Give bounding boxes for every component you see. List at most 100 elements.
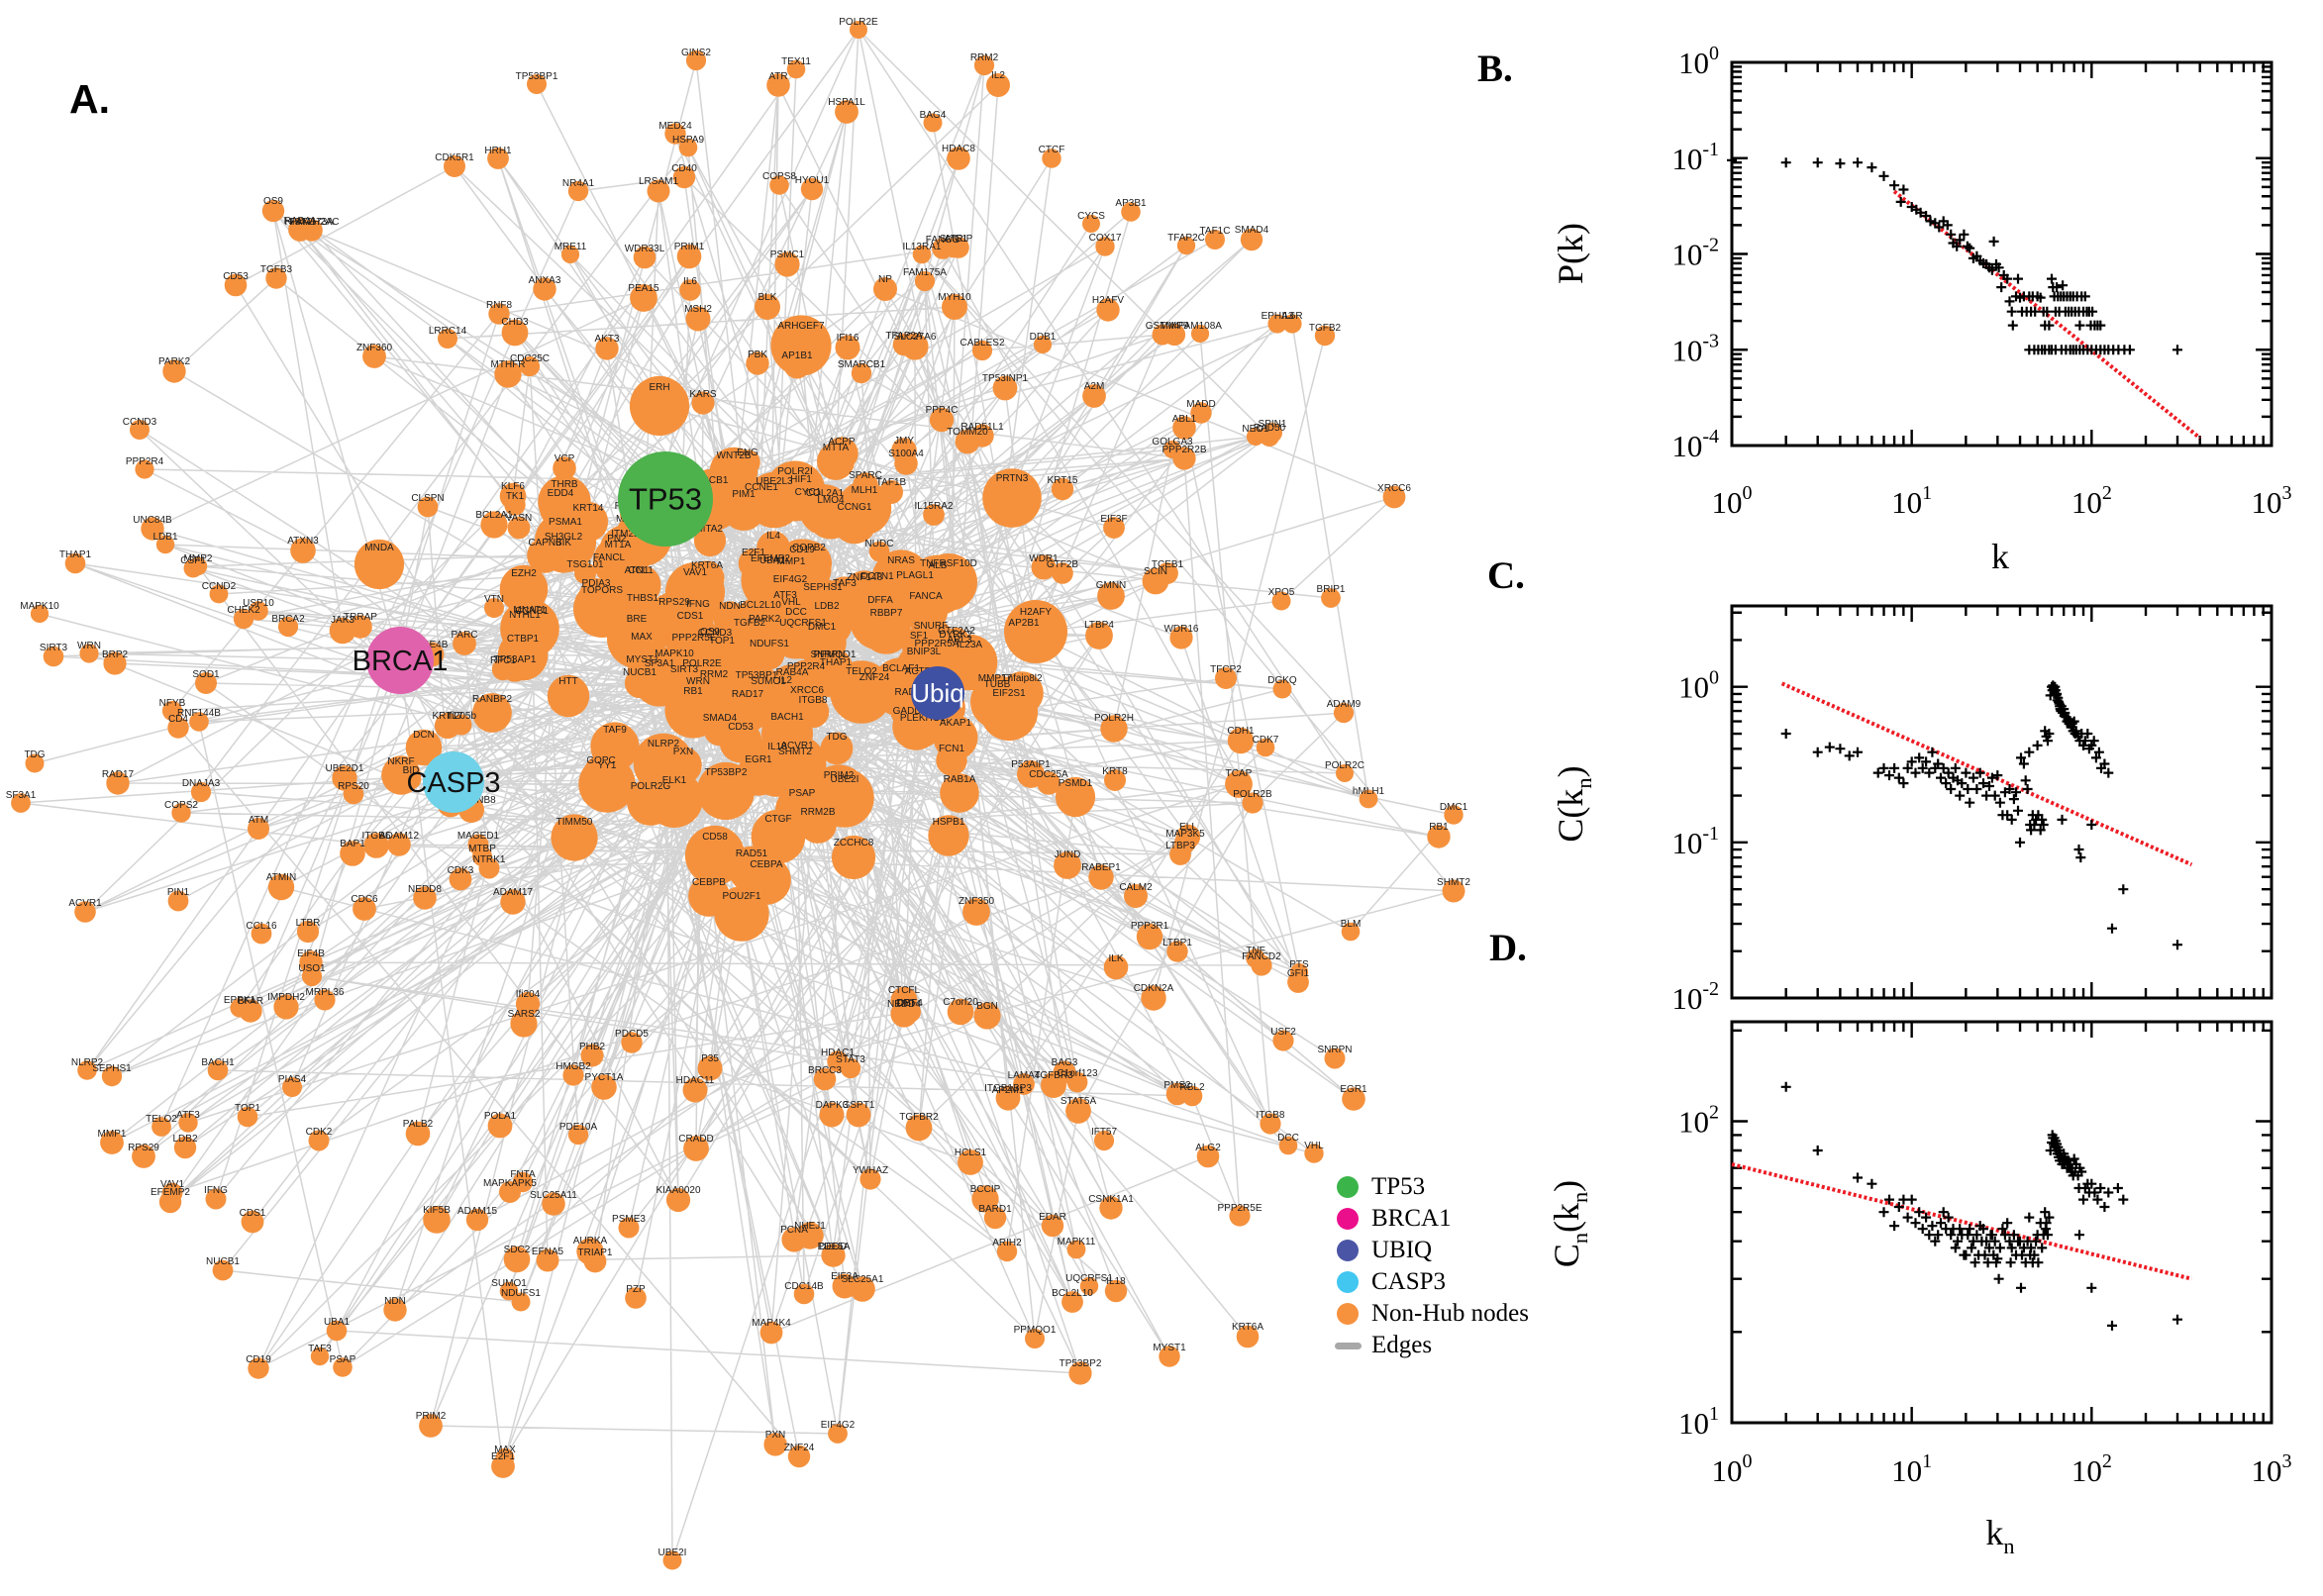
- node-label: EIF3F: [1100, 514, 1127, 525]
- panel-label-b: B.: [1477, 48, 1513, 90]
- hub-label-brca1: BRCA1: [353, 646, 449, 677]
- node-label: MAPKAPK5: [483, 1178, 537, 1189]
- network-node: [553, 456, 576, 480]
- hub-node-brca1: [366, 627, 434, 694]
- node-label: TP53BP2: [705, 767, 748, 778]
- node-label: PRTN3: [996, 473, 1029, 484]
- node-label: RRM2: [970, 52, 999, 63]
- node-label: MTHFR: [491, 359, 526, 370]
- node-label: BGN: [976, 1001, 998, 1012]
- network-node: [1336, 764, 1354, 782]
- node-label: DMC1: [808, 622, 837, 633]
- network-node: [562, 1064, 584, 1086]
- node-label: TOPORS: [581, 585, 623, 596]
- network-node: [288, 218, 312, 242]
- node-label: BAG3: [1052, 1057, 1078, 1068]
- network-node: [1066, 1240, 1086, 1259]
- tick-label: 102: [1678, 1101, 1719, 1139]
- node-label: VHL: [1304, 1141, 1324, 1151]
- plot-D: 102 101 100 101 102 103 kn Cn(kn): [1547, 1020, 2292, 1558]
- node-label: TNFRSF10D: [920, 558, 977, 569]
- network-node: [853, 472, 878, 498]
- network-node: [1055, 776, 1096, 818]
- node-label: Tnfaip8l2: [1001, 673, 1043, 684]
- node-label: SMAD4: [703, 713, 738, 724]
- network-node: [277, 616, 299, 638]
- network-node: [405, 729, 443, 766]
- node-label: AP2M1: [992, 1085, 1025, 1096]
- node-label: ATRIP: [945, 234, 973, 245]
- node-label: CCND3: [123, 417, 157, 428]
- network-node: [1262, 423, 1282, 443]
- tick-label: 10-2: [1671, 978, 1719, 1016]
- node-label: ARHGEF7: [777, 321, 825, 332]
- legend-item-tp53: TP53: [1337, 1171, 1529, 1203]
- network-node: [689, 560, 725, 596]
- node-label: RBL2: [1179, 1082, 1204, 1093]
- legend-label: UBIQ: [1371, 1237, 1433, 1263]
- node-label: FANCA: [909, 591, 943, 602]
- network-node: [510, 1010, 538, 1038]
- network-node: [1000, 671, 1044, 715]
- network-node: [1382, 485, 1406, 509]
- node-label: CTGF: [764, 814, 791, 825]
- node-label: ZNF24: [859, 672, 890, 683]
- node-label: PRIM2: [824, 770, 855, 781]
- network-node: [1100, 715, 1128, 743]
- network-node: [986, 73, 1010, 97]
- node-label: KRT17: [433, 711, 463, 722]
- node-label: NLRP2: [648, 739, 680, 749]
- node-label: PLAGL1: [896, 570, 934, 581]
- node-label: GFI1: [1287, 968, 1310, 979]
- node-label: BARD1: [978, 1204, 1012, 1215]
- node-label: HSPA1L: [828, 97, 865, 108]
- network-node: [171, 803, 191, 823]
- node-label: BCL2L10: [740, 600, 781, 611]
- network-node: [527, 74, 547, 94]
- node-label: NLRP2: [71, 1057, 104, 1068]
- plot-C: 100 10-1 10-2 C(kn): [1551, 604, 2273, 1016]
- node-label: POLR2E: [839, 17, 878, 28]
- node-label: CCL16: [246, 921, 277, 932]
- node-label: POLR2G: [631, 781, 671, 792]
- node-label: NTRK1: [473, 854, 506, 865]
- network-node: [591, 1074, 617, 1100]
- network-node: [1025, 1329, 1045, 1348]
- network-node: [683, 1136, 709, 1161]
- node-label: IFNG: [204, 1185, 228, 1196]
- node-label: DEDD: [819, 1242, 847, 1252]
- node-label: PSAP: [330, 1354, 356, 1365]
- node-label: SIRT3: [670, 664, 699, 675]
- network-node: [237, 1106, 258, 1128]
- node-label: UBE2D1: [326, 763, 364, 774]
- network-node: [100, 1131, 124, 1154]
- network-node: [183, 558, 203, 578]
- node-label: NUCB1: [206, 1256, 240, 1267]
- node-label: PCNA: [780, 1225, 808, 1236]
- network-node: [560, 245, 580, 264]
- node-label: NRAS: [887, 555, 915, 566]
- network-node: [665, 1187, 691, 1213]
- node-label: RNF8: [486, 300, 513, 311]
- network-node: [751, 809, 806, 864]
- node-label: COPS8: [762, 171, 796, 182]
- network-node: [265, 267, 287, 289]
- node-label: WDR1: [1029, 553, 1059, 564]
- network-node: [515, 991, 541, 1017]
- legend-label: Edges: [1371, 1332, 1433, 1358]
- node-label: PPP2R4: [787, 661, 826, 672]
- node-label: SOD1: [192, 669, 220, 680]
- node-label: PXN: [765, 1430, 786, 1441]
- network-node: [1314, 325, 1336, 347]
- node-label: PTS: [1289, 959, 1309, 970]
- node-label: ATM: [249, 815, 268, 826]
- node-label: CYC1: [795, 487, 822, 498]
- network-node: [1442, 879, 1465, 903]
- node-label: CD4: [168, 714, 188, 725]
- node-label: BNIP3L: [907, 647, 942, 657]
- node-label: SPARC: [849, 470, 882, 481]
- node-label: COX17: [1089, 233, 1122, 244]
- node-label: MMP1: [98, 1129, 127, 1140]
- node-label: MMP9: [1161, 321, 1189, 332]
- node-label: HDAC8: [942, 144, 975, 154]
